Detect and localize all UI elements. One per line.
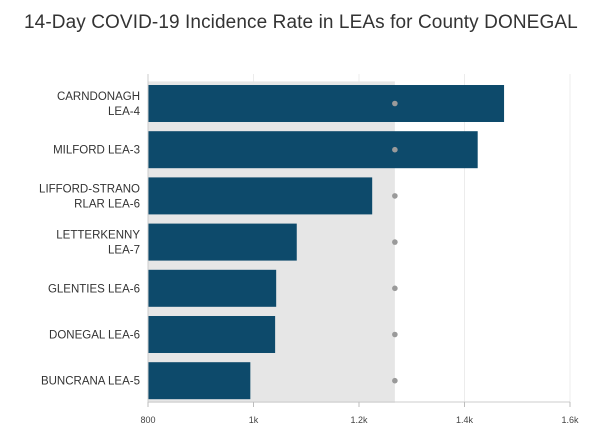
x-tick-label: 1.4k [456,415,474,425]
chart-title: 14-Day COVID-19 Incidence Rate in LEAs f… [24,12,578,33]
x-tick-label: 1.6k [561,415,579,425]
x-tick-label: 800 [140,415,155,425]
reference-dot [392,285,398,292]
bar[interactable] [148,223,297,261]
reference-dot [392,193,398,199]
x-tick-label: 1.2k [350,415,368,425]
category-label: LETTERKENNY LEA-7 [56,230,140,257]
x-tick-label: 1k [249,415,259,425]
category-label: MILFORD LEA-3 [53,145,140,157]
category-label: GLENTIES LEA-6 [48,283,140,295]
reference-dot [392,239,398,245]
reference-dot [392,146,398,153]
category-label: CARNDONAGH LEA-4 [57,91,141,118]
bar[interactable] [148,131,478,169]
bar[interactable] [148,177,373,215]
bar[interactable] [148,362,251,400]
bar[interactable] [148,316,276,353]
reference-dot [392,377,398,384]
category-label: LIFFORD-STRANO RLAR LEA-6 [39,183,140,210]
reference-dot [392,100,398,107]
reference-dot [392,331,398,338]
category-label: BUNCRANA LEA-5 [41,376,140,388]
category-label: DONEGAL LEA-6 [49,330,140,342]
bar[interactable] [148,85,505,122]
bar[interactable] [148,269,277,307]
